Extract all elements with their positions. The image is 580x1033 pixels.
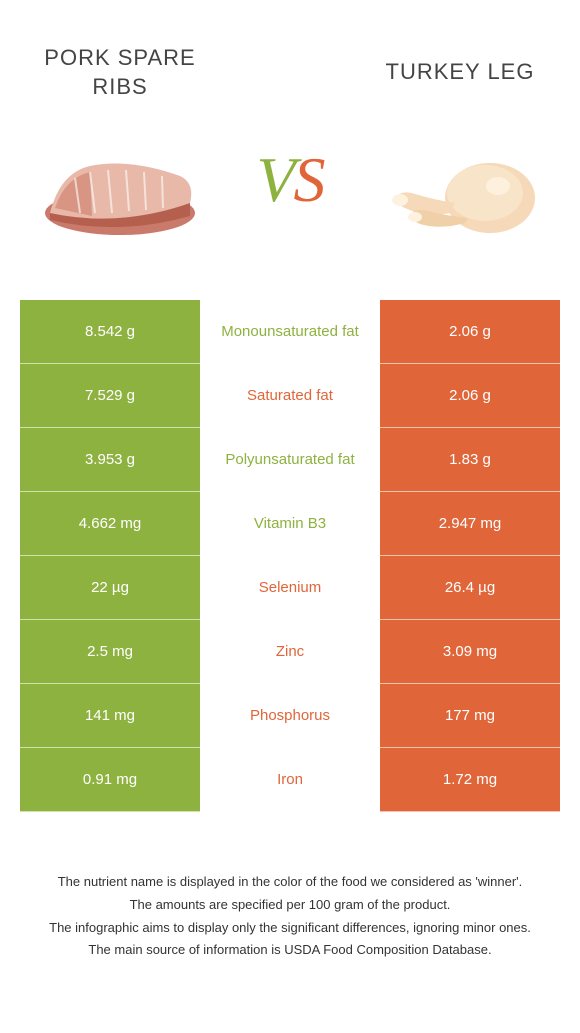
value-left: 4.662 mg bbox=[20, 492, 200, 556]
food-right-image bbox=[370, 128, 550, 248]
header: PORK SPARE RIBS VS TURKEY LEG bbox=[0, 0, 580, 300]
footer-line-4: The main source of information is USDA F… bbox=[30, 940, 550, 961]
nutrient-name: Phosphorus bbox=[200, 684, 380, 748]
table-row: 7.529 gSaturated fat2.06 g bbox=[20, 364, 560, 428]
value-right: 2.06 g bbox=[380, 300, 560, 364]
nutrient-name: Selenium bbox=[200, 556, 380, 620]
value-left: 0.91 mg bbox=[20, 748, 200, 812]
vs-right-letter: S bbox=[294, 144, 324, 215]
value-right: 2.06 g bbox=[380, 364, 560, 428]
value-left: 22 µg bbox=[20, 556, 200, 620]
footer-line-2: The amounts are specified per 100 gram o… bbox=[30, 895, 550, 916]
value-right: 1.83 g bbox=[380, 428, 560, 492]
nutrient-name: Saturated fat bbox=[200, 364, 380, 428]
nutrient-name: Monounsaturated fat bbox=[200, 300, 380, 364]
food-right-title: TURKEY LEG bbox=[386, 43, 535, 103]
nutrient-name: Polyunsaturated fat bbox=[200, 428, 380, 492]
nutrient-name: Vitamin B3 bbox=[200, 492, 380, 556]
value-right: 3.09 mg bbox=[380, 620, 560, 684]
table-row: 141 mgPhosphorus177 mg bbox=[20, 684, 560, 748]
nutrient-name: Zinc bbox=[200, 620, 380, 684]
value-left: 141 mg bbox=[20, 684, 200, 748]
vs-left-letter: V bbox=[256, 144, 293, 215]
value-right: 177 mg bbox=[380, 684, 560, 748]
food-left-column: PORK SPARE RIBS bbox=[20, 43, 220, 248]
table-row: 3.953 gPolyunsaturated fat1.83 g bbox=[20, 428, 560, 492]
food-right-column: TURKEY LEG bbox=[360, 43, 560, 248]
value-left: 2.5 mg bbox=[20, 620, 200, 684]
value-right: 2.947 mg bbox=[380, 492, 560, 556]
footer-line-3: The infographic aims to display only the… bbox=[30, 918, 550, 939]
table-row: 2.5 mgZinc3.09 mg bbox=[20, 620, 560, 684]
vs-label: VS bbox=[256, 143, 323, 217]
table-row: 22 µgSelenium26.4 µg bbox=[20, 556, 560, 620]
food-left-title: PORK SPARE RIBS bbox=[20, 43, 220, 103]
footer-line-1: The nutrient name is displayed in the co… bbox=[30, 872, 550, 893]
nutrient-name: Iron bbox=[200, 748, 380, 812]
food-left-image bbox=[30, 128, 210, 248]
footer-notes: The nutrient name is displayed in the co… bbox=[30, 872, 550, 961]
value-left: 7.529 g bbox=[20, 364, 200, 428]
nutrient-table: 8.542 gMonounsaturated fat2.06 g7.529 gS… bbox=[20, 300, 560, 812]
value-right: 26.4 µg bbox=[380, 556, 560, 620]
value-left: 3.953 g bbox=[20, 428, 200, 492]
table-row: 4.662 mgVitamin B32.947 mg bbox=[20, 492, 560, 556]
value-right: 1.72 mg bbox=[380, 748, 560, 812]
table-row: 0.91 mgIron1.72 mg bbox=[20, 748, 560, 812]
table-row: 8.542 gMonounsaturated fat2.06 g bbox=[20, 300, 560, 364]
value-left: 8.542 g bbox=[20, 300, 200, 364]
